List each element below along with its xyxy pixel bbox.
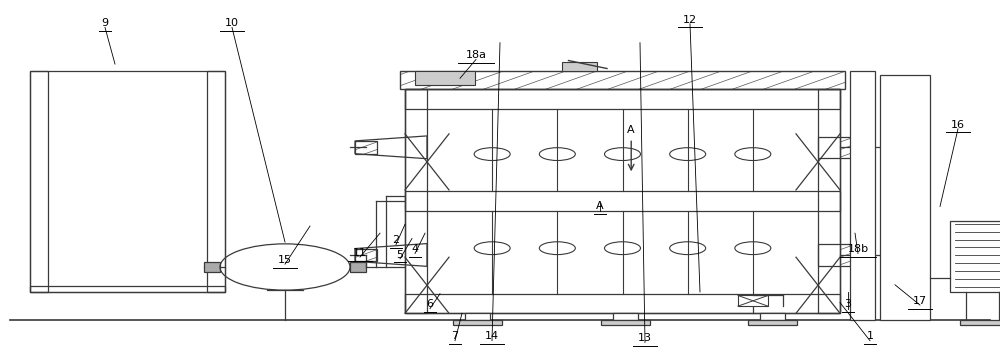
Text: 4: 4: [411, 244, 419, 254]
Text: 3: 3: [844, 299, 852, 309]
Text: 18a: 18a: [466, 50, 486, 60]
Bar: [405, 192, 840, 211]
Text: 10: 10: [225, 18, 239, 28]
Text: 11: 11: [353, 248, 367, 258]
Text: 12: 12: [683, 15, 697, 25]
Text: 18b: 18b: [847, 244, 869, 254]
Bar: [350, 262, 366, 272]
Bar: [415, 71, 475, 85]
Bar: [818, 137, 851, 158]
Text: 16: 16: [951, 120, 965, 130]
Bar: [562, 62, 597, 71]
Text: 9: 9: [101, 18, 109, 28]
Bar: [405, 294, 840, 313]
Bar: [405, 89, 427, 313]
Text: 1: 1: [866, 331, 874, 341]
Text: 15: 15: [278, 255, 292, 265]
Bar: [950, 221, 1000, 292]
Bar: [738, 295, 768, 306]
Text: A: A: [627, 125, 635, 135]
Bar: [453, 320, 502, 325]
Bar: [818, 244, 851, 266]
Bar: [850, 71, 875, 320]
Bar: [400, 71, 845, 89]
Bar: [405, 89, 840, 109]
Text: 14: 14: [485, 331, 499, 341]
Bar: [355, 248, 377, 261]
Bar: [880, 75, 930, 320]
Bar: [818, 89, 840, 313]
Text: 13: 13: [638, 333, 652, 343]
Bar: [465, 313, 490, 320]
Bar: [30, 286, 225, 292]
Bar: [600, 320, 650, 325]
Text: A: A: [596, 201, 604, 211]
Bar: [748, 320, 797, 325]
Text: 17: 17: [913, 296, 927, 306]
Bar: [612, 313, 638, 320]
Bar: [207, 71, 225, 292]
Text: 7: 7: [451, 331, 459, 341]
Bar: [960, 320, 1000, 325]
Text: 6: 6: [426, 299, 434, 309]
Bar: [405, 89, 840, 313]
Text: 2: 2: [392, 235, 400, 245]
Text: 5: 5: [396, 250, 404, 260]
Bar: [30, 71, 225, 292]
Bar: [355, 141, 377, 154]
Bar: [204, 262, 220, 272]
Bar: [760, 313, 785, 320]
Bar: [30, 71, 48, 292]
